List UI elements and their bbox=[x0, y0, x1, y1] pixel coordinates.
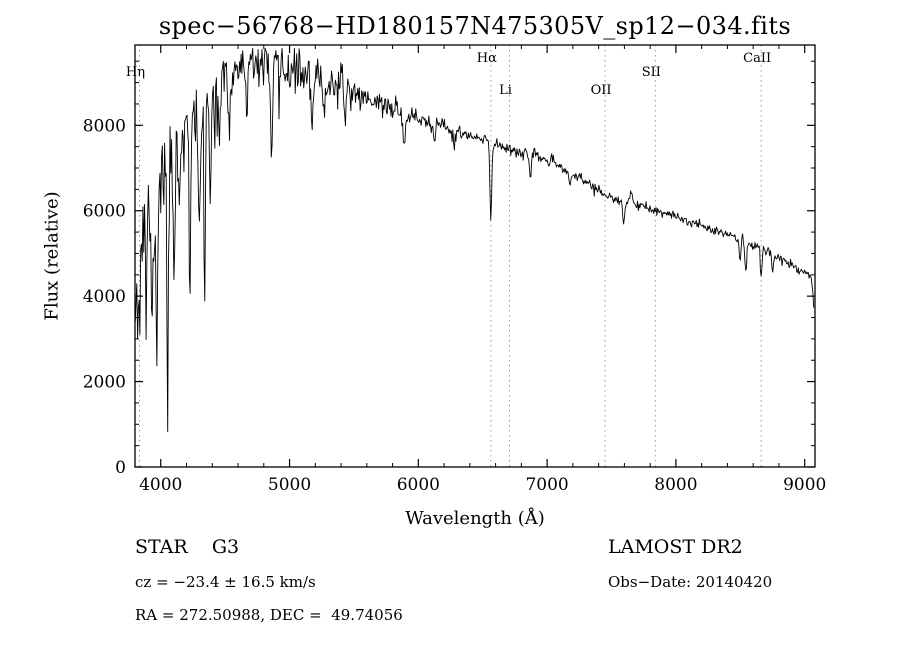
y-tick-label: 2000 bbox=[83, 373, 126, 393]
x-tick-label: 5000 bbox=[268, 475, 311, 495]
x-tick-label: 7000 bbox=[525, 475, 568, 495]
x-tick-label: 6000 bbox=[397, 475, 440, 495]
Li-marker-label: Li bbox=[499, 83, 512, 98]
y-tick-label: 8000 bbox=[83, 116, 126, 136]
x-tick-label: 9000 bbox=[783, 475, 826, 495]
plot-frame bbox=[134, 44, 816, 468]
y-axis-label: Flux (relative) bbox=[41, 191, 63, 321]
y-tick-label: 4000 bbox=[83, 287, 126, 307]
x-tick-label: 4000 bbox=[139, 475, 182, 495]
y-tick-label: 6000 bbox=[83, 202, 126, 222]
object-class: STAR G3 bbox=[135, 536, 240, 558]
obs-date: Obs−Date: 20140420 bbox=[608, 573, 773, 591]
spectrum-trace bbox=[134, 47, 815, 432]
Hα-marker-label: Hα bbox=[477, 51, 497, 66]
CaII-marker-label: CaII bbox=[743, 51, 771, 66]
x-axis-label: Wavelength (Å) bbox=[405, 508, 545, 529]
coordinates: RA = 272.50988, DEC = 49.74056 bbox=[135, 606, 403, 624]
radial-velocity: cz = −23.4 ± 16.5 km/s bbox=[135, 573, 316, 591]
x-tick-label: 8000 bbox=[654, 475, 697, 495]
survey-release: LAMOST DR2 bbox=[608, 536, 743, 558]
plot-title: spec−56768−HD180157N475305V_sp12−034.fit… bbox=[158, 12, 792, 40]
y-tick-label: 0 bbox=[115, 458, 126, 478]
SII-marker-label: SII bbox=[642, 65, 661, 80]
OII-marker-label: OII bbox=[591, 83, 612, 98]
